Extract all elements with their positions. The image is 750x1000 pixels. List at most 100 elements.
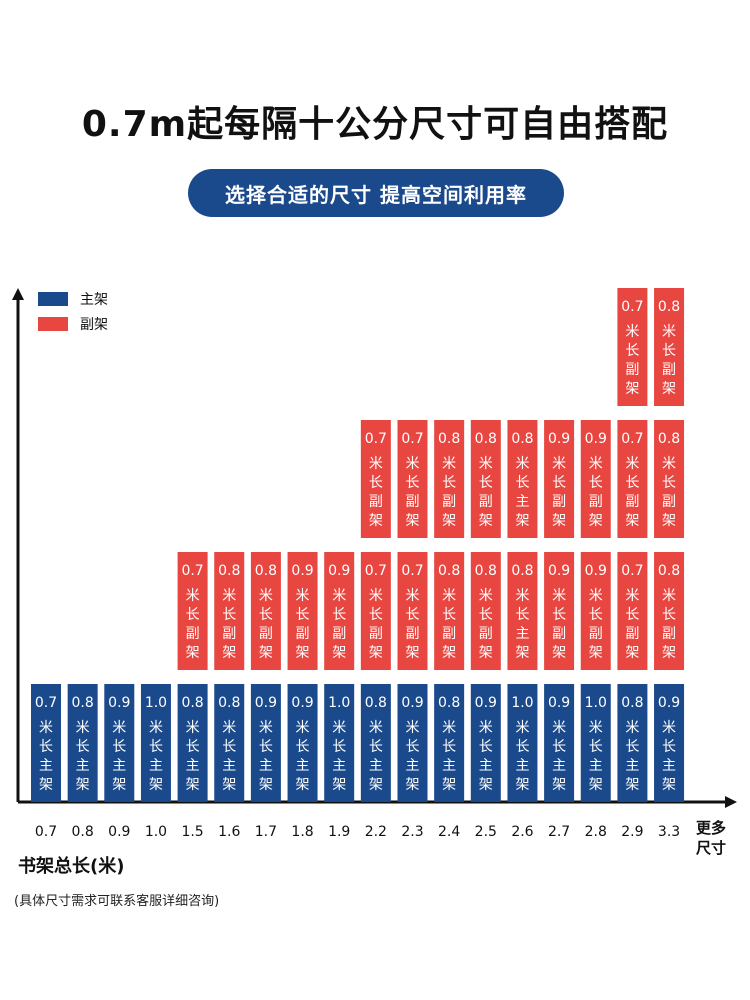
bar-text-char: 主 [39,758,53,774]
bar-text-char: 米 [186,720,200,736]
bar-text-char: 架 [589,777,603,793]
bar-size-label: 0.8 [511,431,533,447]
x-tick-label: 1.6 [218,824,240,840]
bar-size-label: 0.9 [585,563,607,579]
bar-text-char: 米 [442,588,456,604]
main-shelf-bar [214,684,245,802]
bar-text-char: 主 [515,494,529,510]
bar-text-char: 主 [186,758,200,774]
sub-shelf-bar [287,552,318,670]
bar-size-label: 0.7 [401,563,423,579]
bar-text-char: 架 [259,777,273,793]
bar-text-char: 架 [479,645,493,661]
bar-text-char: 长 [39,739,53,755]
bar-text-char: 副 [662,362,676,378]
bar-text-char: 长 [625,607,639,623]
bar-text-char: 架 [662,381,676,397]
bar-text-char: 米 [112,720,126,736]
bar-text-char: 架 [625,513,639,529]
bar-size-label: 0.8 [658,299,680,315]
bar-text-char: 副 [662,494,676,510]
main-shelf-bar [324,684,355,802]
subtitle-text: 选择合适的尺寸 提高空间利用率 [225,182,527,207]
bar-text-char: 架 [589,645,603,661]
bar-text-char: 米 [39,720,53,736]
bar-text-char: 米 [442,720,456,736]
sub-shelf-bar [360,552,391,670]
bar-text-char: 米 [515,720,529,736]
main-shelf-bar [617,684,648,802]
main-shelf-bar [287,684,318,802]
main-shelf-bar [250,684,281,802]
bar-text-char: 长 [406,475,420,491]
bar-size-label: 0.8 [658,563,680,579]
bar-text-char: 架 [442,513,456,529]
x-tick-label: 2.6 [511,824,533,840]
bar-text-char: 长 [222,607,236,623]
legend-swatch [38,317,68,331]
bar-text-char: 长 [515,739,529,755]
bar-text-char: 长 [186,739,200,755]
bar-text-char: 架 [259,645,273,661]
sub-shelf-bar [617,420,648,538]
main-shelf-bar [67,684,98,802]
bar-text-char: 长 [589,739,603,755]
x-tick-label: 0.7 [35,824,57,840]
bar-text-char: 米 [625,720,639,736]
bar-text-char: 主 [222,758,236,774]
bar-text-char: 米 [186,588,200,604]
bar-text-char: 主 [515,626,529,642]
bar-text-char: 米 [406,456,420,472]
more-sizes-label: 更多 [696,819,726,837]
sub-shelf-bar [507,552,538,670]
bar-text-char: 架 [662,777,676,793]
bar-text-char: 架 [39,777,53,793]
bar-size-label: 0.9 [401,695,423,711]
bar-text-char: 米 [332,588,346,604]
bar-text-char: 米 [515,588,529,604]
bar-text-char: 长 [479,607,493,623]
bar-text-char: 长 [662,607,676,623]
bar-text-char: 副 [296,626,310,642]
bar-text-char: 长 [515,607,529,623]
x-tick-label: 2.2 [365,824,387,840]
bar-text-char: 长 [625,343,639,359]
bar-text-char: 米 [662,456,676,472]
bar-text-char: 米 [589,720,603,736]
x-tick-label: 1.9 [328,824,350,840]
bar-text-char: 架 [112,777,126,793]
main-shelf-bar [507,684,538,802]
bar-text-char: 架 [662,645,676,661]
bar-text-char: 主 [662,758,676,774]
sub-shelf-bar [580,420,611,538]
bar-size-label: 0.7 [365,563,387,579]
bar-size-label: 0.9 [548,431,570,447]
bar-text-char: 副 [625,362,639,378]
bar-text-char: 米 [332,720,346,736]
bar-text-char: 长 [589,607,603,623]
bar-text-char: 副 [552,494,566,510]
bar-size-label: 0.8 [438,431,460,447]
bar-text-char: 米 [479,456,493,472]
bar-text-char: 架 [662,513,676,529]
bar-text-char: 长 [369,607,383,623]
main-shelf-bar [140,684,171,802]
bar-text-char: 架 [296,645,310,661]
bar-text-char: 长 [479,739,493,755]
bar-text-char: 架 [552,645,566,661]
bar-text-char: 主 [112,758,126,774]
bar-text-char: 主 [332,758,346,774]
bar-text-char: 副 [369,494,383,510]
sub-shelf-bar [324,552,355,670]
bar-text-char: 架 [515,645,529,661]
bar-text-char: 架 [406,777,420,793]
sub-shelf-bar [434,552,465,670]
sub-shelf-bar [214,552,245,670]
bar-text-char: 米 [552,720,566,736]
sub-shelf-bar [654,420,685,538]
bar-text-char: 长 [259,607,273,623]
main-shelf-bar [104,684,135,802]
bar-text-char: 米 [259,720,273,736]
bar-size-label: 0.9 [108,695,130,711]
bar-text-char: 副 [479,626,493,642]
